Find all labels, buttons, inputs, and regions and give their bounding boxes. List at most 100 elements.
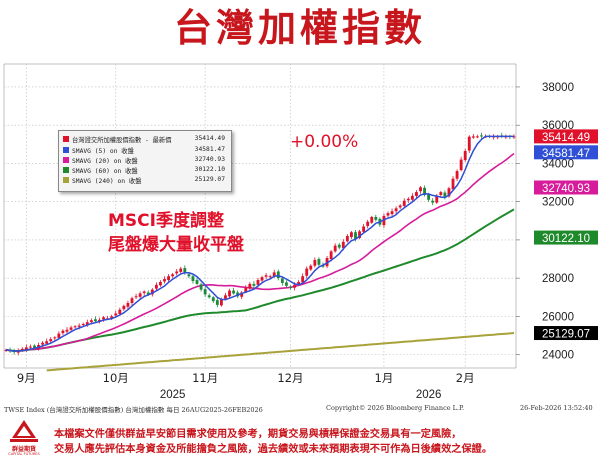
candle-body — [268, 276, 272, 278]
candle-body — [427, 194, 431, 200]
candle-body — [402, 200, 406, 206]
candle-body — [65, 329, 69, 332]
candle-body — [224, 295, 227, 299]
candle-body — [354, 232, 357, 239]
candle-body — [313, 259, 317, 266]
price-tag-label: 35414.49 — [542, 132, 590, 144]
source-caption: TWSE Index (台灣證交所加權股價指數) 台灣加權指數 每日 26AUG… — [4, 406, 263, 414]
candle-body — [53, 337, 57, 339]
legend-value: 34581.47 — [194, 146, 225, 153]
sma5-line — [5, 135, 514, 352]
price-tag-label: 25129.07 — [542, 329, 590, 341]
change-percent-annotation: +0.00% — [290, 132, 359, 152]
candle-body — [435, 195, 439, 203]
candle-body — [289, 286, 292, 288]
msci-annotation-line2: 尾盤爆大量收平盤 — [108, 235, 244, 255]
candle-body — [341, 241, 345, 249]
legend-label: SMAVG (5) on 收盤 — [72, 148, 134, 155]
company-logo: 群益期貨 CAPITAL FUTURES — [6, 418, 42, 458]
candle-body — [362, 226, 366, 232]
candle-body — [337, 244, 341, 248]
candle-body — [195, 280, 199, 284]
x-tick-label: 1月 — [375, 371, 394, 385]
price-tag-box — [534, 129, 598, 144]
logo-text: 群益期貨 — [11, 446, 36, 453]
candle-body — [94, 319, 97, 322]
candle-body — [321, 265, 325, 267]
candle-body — [305, 268, 309, 276]
candle-body — [293, 284, 296, 288]
candle-body — [179, 268, 183, 272]
candle-body — [28, 346, 32, 348]
price-tag-box — [534, 145, 598, 160]
candle-body — [142, 291, 146, 293]
candle-body — [329, 251, 333, 260]
candle-body — [276, 271, 280, 279]
candle-body — [57, 333, 61, 338]
price-tag: 34581.47 — [534, 145, 598, 160]
x-tick-label: 12月 — [277, 371, 303, 385]
candle-body — [264, 275, 268, 277]
msci-annotation-line1: MSCI季度調整 — [108, 211, 224, 231]
candle-body — [203, 289, 207, 295]
sma240-line — [46, 332, 515, 372]
legend-value: 35414.49 — [194, 135, 225, 142]
candle-body — [126, 302, 130, 307]
price-tag-box — [534, 180, 598, 195]
candle-body — [471, 136, 475, 138]
candle-body — [475, 136, 479, 138]
candle-body — [317, 259, 321, 265]
candle-body — [207, 295, 211, 298]
candle-body — [183, 268, 187, 274]
candle-body — [280, 278, 284, 283]
candle-body — [150, 289, 154, 295]
candle-body — [398, 205, 402, 208]
candle-body — [406, 198, 410, 201]
candle-body — [431, 200, 435, 203]
risk-disclaimer: 本檔案文件僅供群益早安節目需求使用及參考，期貨交易與槓桿保證金交易具有一定風險，… — [54, 427, 594, 457]
candle-body — [102, 317, 105, 320]
legend-swatch-magenta — [63, 157, 69, 163]
candle-body — [69, 327, 73, 330]
sma60-line — [5, 208, 515, 352]
candle-body — [284, 282, 288, 286]
candle-body — [110, 316, 114, 319]
legend-swatch-olive — [63, 177, 69, 183]
x-tick-label: 10月 — [103, 371, 129, 385]
price-chart: 2400026000280003000032000340003600038000… — [3, 63, 598, 401]
legend-value: 30122.10 — [194, 166, 225, 173]
candle-body — [447, 188, 451, 197]
candle-body — [419, 187, 422, 192]
page-title: 台灣加權指數 — [173, 6, 426, 50]
legend-label: 台灣證交所加權股價指數 - 最新價 — [72, 137, 172, 144]
candle-body — [187, 274, 191, 277]
price-tag: 32740.93 — [534, 180, 598, 195]
y-tick-label: 28000 — [542, 273, 574, 285]
candle-body — [211, 297, 215, 302]
legend-swatch-green — [63, 167, 69, 173]
candle-body — [199, 284, 203, 290]
legend-item-index: 台灣證交所加權股價指數 - 最新價 35414.49 — [63, 135, 227, 144]
candle-body — [366, 221, 370, 227]
candle-body — [333, 245, 337, 252]
logo-mark-icon — [10, 420, 38, 442]
candle-body — [171, 274, 175, 277]
candle-body — [345, 236, 349, 242]
sma20-line — [5, 152, 515, 352]
candle-body — [33, 345, 36, 348]
legend-label: SMAVG (60) on 收盤 — [72, 168, 138, 175]
chart-legend: 台灣證交所加權股價指數 - 最新價 35414.49 SMAVG (5) on … — [58, 130, 232, 192]
candle-body — [455, 171, 459, 179]
candle-body — [350, 232, 353, 238]
price-tag-label: 32740.93 — [542, 183, 590, 195]
legend-item-sma5: SMAVG (5) on 收盤 34581.47 — [63, 146, 227, 155]
disclaimer-line2: 交易人應先評估本身資金及所能擔負之風險，過去績效或未來預期表現不可作為日後績效之… — [54, 444, 493, 455]
price-tag: 25129.07 — [534, 326, 598, 341]
candle-body — [370, 216, 374, 223]
legend-item-sma60: SMAVG (60) on 收盤 30122.10 — [63, 166, 227, 175]
y-tick-label: 34000 — [542, 158, 574, 170]
y-tick-label: 36000 — [542, 120, 574, 132]
candle-body — [297, 281, 301, 284]
legend-item-sma20: SMAVG (20) on 收盤 32740.93 — [63, 156, 227, 165]
price-tag: 35414.49 — [534, 129, 598, 144]
